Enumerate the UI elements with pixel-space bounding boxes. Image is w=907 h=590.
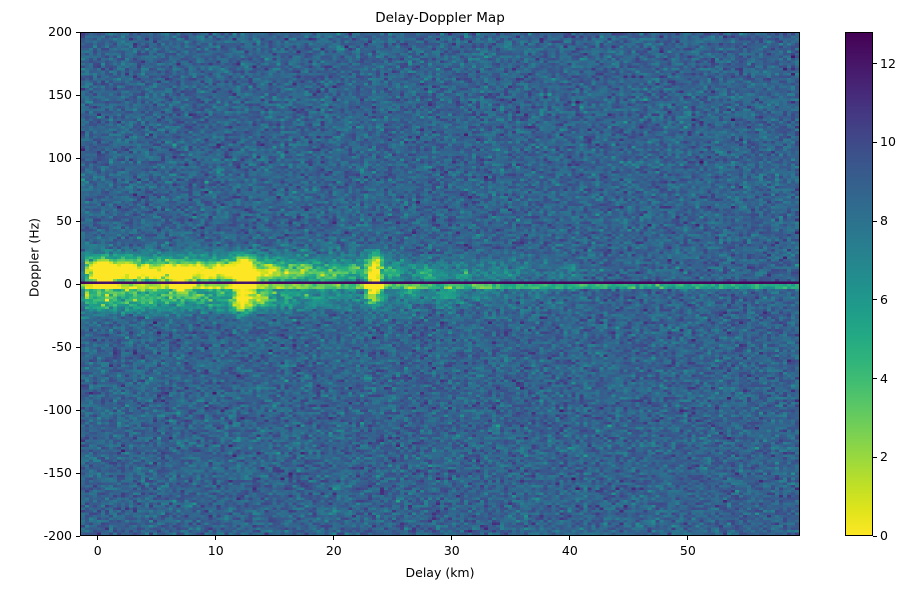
y-tick-mark [76, 283, 80, 285]
x-tick-label: 30 [443, 543, 460, 558]
colorbar-tick-label: 10 [880, 134, 896, 150]
x-tick-mark [333, 536, 335, 540]
colorbar-tick-label: 6 [880, 291, 888, 307]
colorbar-gradient [846, 33, 872, 535]
x-tick-mark [215, 536, 217, 540]
colorbar-tick-mark [873, 220, 877, 222]
y-tick-mark [76, 94, 80, 96]
y-tick-mark [76, 220, 80, 222]
x-tick-mark [687, 536, 689, 540]
x-tick-label: 20 [325, 543, 342, 558]
y-tick-label: 150 [48, 87, 72, 102]
colorbar-tick-label: 2 [880, 449, 888, 465]
x-tick-mark [451, 536, 453, 540]
y-axis-label: Doppler (Hz) [26, 217, 42, 298]
colorbar-tick-label: 4 [880, 370, 888, 386]
y-tick-mark [76, 409, 80, 411]
y-tick-label: 0 [64, 276, 72, 291]
y-tick-mark [76, 157, 80, 159]
colorbar-tick-mark [873, 378, 877, 380]
y-tick-mark [76, 535, 80, 537]
heatmap-plot-area[interactable] [80, 32, 800, 536]
colorbar-tick-mark [873, 141, 877, 143]
x-tick-label: 40 [561, 543, 578, 558]
x-tick-label: 0 [93, 543, 102, 558]
y-tick-mark [76, 346, 80, 348]
colorbar-tick-mark [873, 535, 877, 537]
colorbar-tick-label: 0 [880, 528, 888, 543]
delay-doppler-heatmap [81, 33, 799, 535]
colorbar-tick-mark [873, 456, 877, 458]
x-tick-label: 10 [207, 543, 224, 558]
colorbar[interactable] [845, 32, 873, 536]
y-tick-mark [76, 472, 80, 474]
x-axis-label: Delay (km) [405, 565, 475, 580]
x-tick-mark [97, 536, 99, 540]
x-tick-label: 50 [679, 543, 696, 558]
y-tick-label: 50 [56, 213, 72, 228]
colorbar-tick-label: 12 [880, 55, 896, 71]
x-tick-mark [569, 536, 571, 540]
colorbar-tick-label: 8 [880, 213, 888, 228]
y-tick-label: -50 [51, 339, 72, 354]
colorbar-tick-mark [873, 299, 877, 301]
y-axis-ticks: -200 -150 -100 -50 0 50 100 150 200 [0, 0, 72, 590]
y-tick-label: -200 [43, 528, 72, 543]
y-tick-mark [76, 31, 80, 33]
colorbar-tick-mark [873, 63, 877, 65]
y-tick-label: 200 [48, 24, 72, 39]
chart-title: Delay-Doppler Map [375, 10, 505, 26]
y-tick-label: -100 [43, 402, 72, 417]
y-tick-label: 100 [48, 150, 72, 165]
y-tick-label: -150 [43, 465, 72, 480]
